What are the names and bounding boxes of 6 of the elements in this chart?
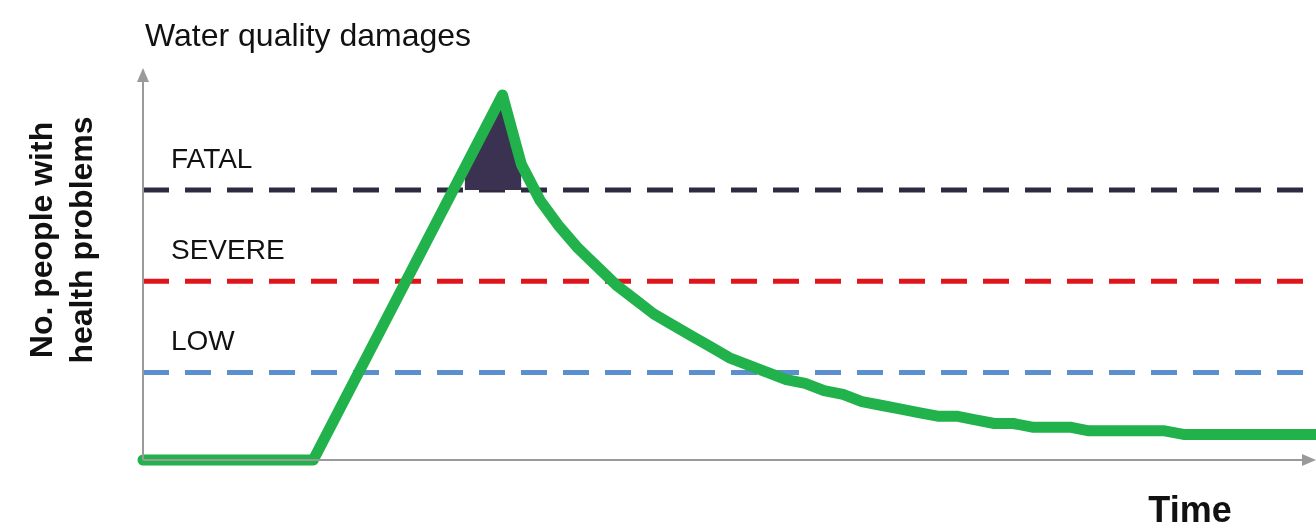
ref-line-label: FATAL	[171, 142, 253, 174]
ref-line-label: SEVERE	[171, 234, 285, 266]
ref-line-label: LOW	[171, 325, 236, 357]
y-axis-title: No. people with health problems	[23, 116, 99, 364]
x-axis-title: Time	[1148, 489, 1232, 530]
chart-title: Water quality damages	[145, 17, 472, 53]
